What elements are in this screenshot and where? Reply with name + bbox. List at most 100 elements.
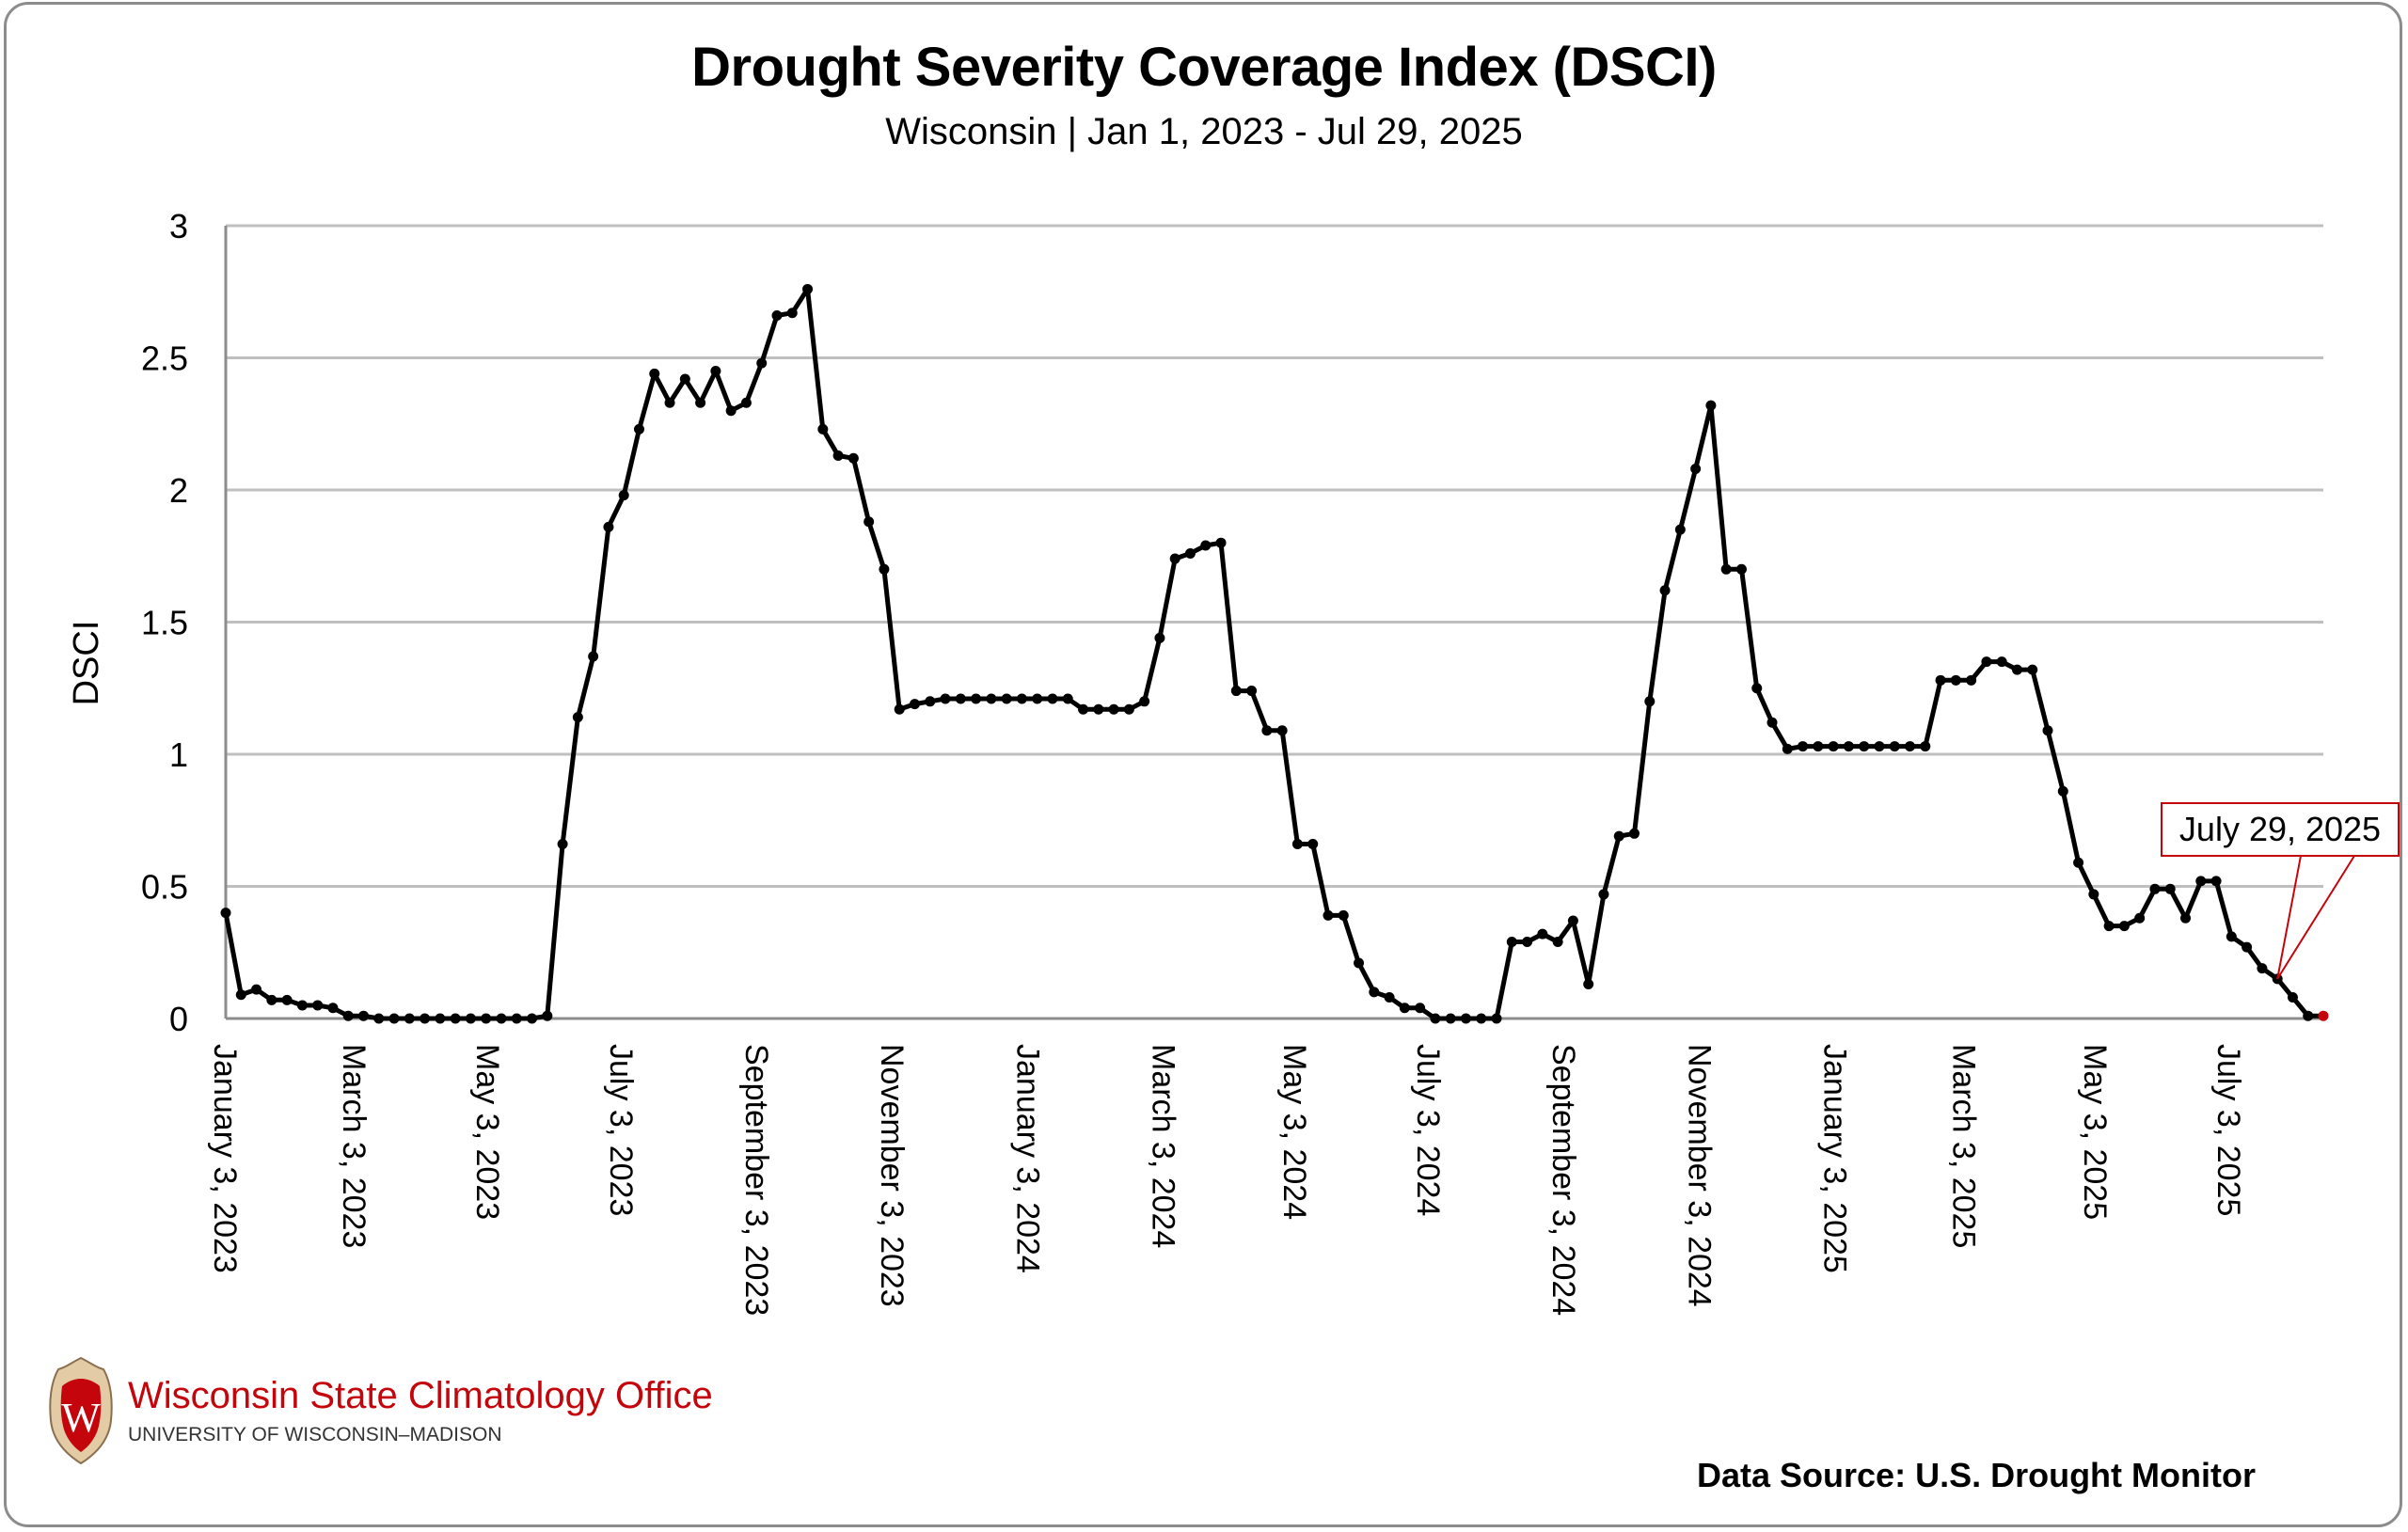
data-point bbox=[1782, 743, 1793, 754]
data-point bbox=[2257, 963, 2268, 974]
data-point bbox=[725, 405, 737, 417]
data-point bbox=[1705, 400, 1717, 411]
data-point bbox=[1291, 839, 1303, 850]
data-point bbox=[1261, 725, 1273, 736]
data-point bbox=[2164, 883, 2176, 894]
data-point bbox=[281, 994, 293, 1005]
data-point bbox=[2042, 725, 2053, 736]
data-point bbox=[1415, 1003, 1426, 1014]
data-point bbox=[1399, 1003, 1410, 1014]
data-point bbox=[955, 693, 966, 704]
x-tick-label: March 3, 2025 bbox=[1946, 1044, 1982, 1248]
data-point bbox=[2149, 883, 2161, 894]
y-axis-label: DSCI bbox=[67, 621, 106, 706]
data-point bbox=[2073, 857, 2084, 868]
data-point bbox=[802, 283, 814, 294]
data-point bbox=[1659, 585, 1671, 596]
data-point bbox=[1966, 674, 1977, 686]
x-tick-label: March 3, 2024 bbox=[1146, 1044, 1181, 1248]
data-point bbox=[2118, 921, 2130, 932]
data-point bbox=[1766, 717, 1778, 728]
data-point bbox=[373, 1013, 385, 1024]
data-point bbox=[618, 490, 629, 501]
data-point bbox=[863, 516, 875, 528]
y-tick-label: 2 bbox=[169, 471, 188, 510]
data-point bbox=[1078, 703, 1089, 715]
data-point bbox=[740, 397, 752, 408]
data-point bbox=[435, 1013, 446, 1024]
data-point bbox=[220, 908, 231, 919]
data-point bbox=[2287, 992, 2298, 1003]
y-tick-label: 0 bbox=[169, 1000, 188, 1038]
x-tick-label: May 3, 2024 bbox=[1276, 1044, 1312, 1220]
data-point bbox=[527, 1013, 538, 1024]
series-points bbox=[220, 283, 2329, 1024]
data-point bbox=[1139, 696, 1150, 707]
data-point bbox=[1032, 693, 1043, 704]
data-point bbox=[357, 1010, 369, 1021]
data-point bbox=[1506, 937, 1517, 948]
data-point bbox=[1307, 839, 1319, 850]
x-tick-label: July 3, 2024 bbox=[1410, 1044, 1446, 1216]
data-point bbox=[1047, 693, 1058, 704]
data-point bbox=[986, 693, 997, 704]
data-point bbox=[679, 373, 690, 385]
data-point bbox=[1169, 553, 1180, 564]
data-point bbox=[496, 1013, 507, 1024]
data-point bbox=[1384, 992, 1395, 1003]
data-point bbox=[342, 1010, 354, 1021]
data-point bbox=[1062, 693, 1073, 704]
data-point bbox=[2134, 912, 2146, 924]
data-point bbox=[1613, 830, 1624, 842]
data-point bbox=[266, 994, 277, 1005]
data-point bbox=[1583, 978, 1594, 989]
data-point bbox=[2318, 1010, 2329, 1021]
chart-title: Drought Severity Coverage Index (DSCI) bbox=[691, 37, 1717, 98]
data-point bbox=[327, 1003, 339, 1014]
data-point bbox=[1338, 909, 1349, 921]
y-tick-label: 3 bbox=[169, 207, 188, 245]
data-point bbox=[1537, 928, 1548, 940]
data-point bbox=[388, 1013, 400, 1024]
data-point bbox=[1935, 674, 1946, 686]
data-point bbox=[879, 563, 890, 575]
data-point bbox=[695, 397, 706, 408]
series-line-dsci bbox=[223, 286, 2323, 1021]
data-point bbox=[296, 1000, 308, 1011]
svg-text:W: W bbox=[61, 1395, 101, 1441]
data-point bbox=[1996, 656, 2007, 668]
uw-crest-icon: W bbox=[49, 1356, 113, 1465]
data-point bbox=[756, 357, 768, 369]
data-point bbox=[1920, 741, 1931, 752]
callout-pointer-line bbox=[2276, 855, 2355, 980]
data-point bbox=[1123, 703, 1134, 715]
data-point bbox=[2242, 941, 2253, 953]
data-point bbox=[1460, 1013, 1471, 1024]
data-point bbox=[511, 1013, 522, 1024]
data-point bbox=[2195, 876, 2207, 887]
data-point bbox=[2303, 1010, 2314, 1021]
data-point bbox=[2011, 664, 2022, 675]
chart-subtitle: Wisconsin | Jan 1, 2023 - Jul 29, 2025 bbox=[885, 111, 1523, 152]
data-point bbox=[235, 989, 246, 1001]
data-point bbox=[1905, 741, 1916, 752]
x-tick-label: May 3, 2023 bbox=[469, 1044, 505, 1220]
data-point bbox=[971, 693, 982, 704]
data-point bbox=[1629, 828, 1640, 839]
x-tick-label: January 3, 2023 bbox=[207, 1044, 243, 1273]
x-tick-label: May 3, 2025 bbox=[2077, 1044, 2113, 1220]
data-point bbox=[312, 1000, 324, 1011]
data-point bbox=[817, 423, 829, 434]
data-point bbox=[848, 452, 859, 464]
axes bbox=[224, 226, 2323, 1020]
data-point bbox=[2226, 931, 2237, 942]
data-point bbox=[481, 1013, 492, 1024]
data-point bbox=[420, 1013, 431, 1024]
callout-pointer bbox=[2276, 855, 2355, 980]
data-point bbox=[1108, 703, 1119, 715]
data-point bbox=[1001, 693, 1012, 704]
data-point bbox=[1644, 696, 1656, 707]
logo-title: Wisconsin State Climatology Office bbox=[128, 1375, 713, 1416]
data-point bbox=[1154, 632, 1165, 643]
